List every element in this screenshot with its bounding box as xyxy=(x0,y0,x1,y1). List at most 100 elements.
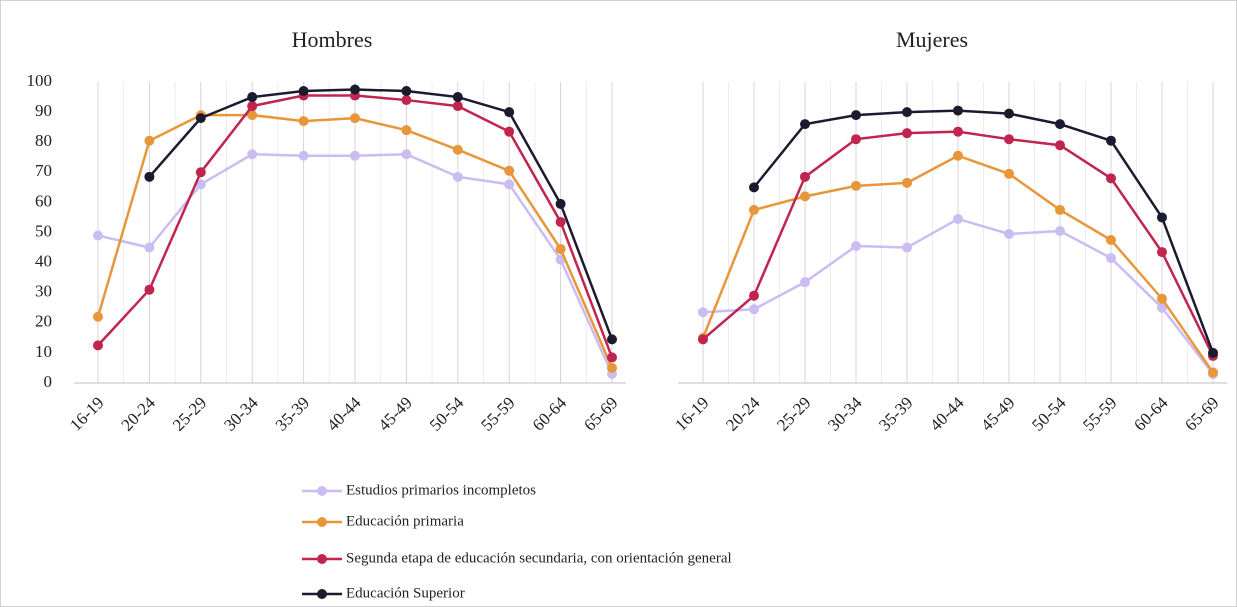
data-point xyxy=(247,92,258,103)
data-point xyxy=(1106,235,1116,246)
data-point xyxy=(555,216,566,227)
y-tick-label: 0 xyxy=(44,372,53,391)
data-point xyxy=(401,125,412,136)
data-point xyxy=(953,105,963,116)
data-point xyxy=(350,113,360,124)
y-tick-label: 20 xyxy=(35,312,52,331)
data-point xyxy=(452,171,463,182)
data-point xyxy=(851,134,861,145)
data-point xyxy=(555,198,566,209)
data-point xyxy=(1106,253,1116,264)
y-tick-label: 90 xyxy=(35,101,52,120)
data-point xyxy=(298,116,309,127)
y-tick-label: 70 xyxy=(35,161,52,180)
legend-marker xyxy=(317,486,327,496)
data-point xyxy=(350,150,360,161)
data-point xyxy=(902,242,912,253)
data-point xyxy=(902,177,912,188)
data-point xyxy=(144,171,155,182)
legend: Estudios primarios incompletos Educación … xyxy=(302,482,732,601)
data-point xyxy=(1157,212,1167,223)
data-point xyxy=(749,182,759,193)
data-point xyxy=(1208,367,1218,378)
legend-marker xyxy=(317,589,327,599)
data-point xyxy=(195,167,206,178)
data-point xyxy=(953,150,963,161)
y-tick-label: 80 xyxy=(35,131,52,150)
data-point xyxy=(504,179,515,190)
y-tick-label: 30 xyxy=(35,282,52,301)
legend-label: Segunda etapa de educación secundaria, c… xyxy=(346,550,732,566)
series-line xyxy=(148,88,614,340)
data-point xyxy=(504,126,515,137)
data-point xyxy=(452,101,463,112)
data-point xyxy=(1004,168,1014,179)
data-point xyxy=(195,113,206,124)
data-point xyxy=(401,95,412,106)
data-point xyxy=(1208,347,1218,358)
data-point xyxy=(698,334,708,345)
y-tick-label: 50 xyxy=(35,221,52,240)
data-point xyxy=(749,304,759,315)
data-point xyxy=(504,107,515,118)
data-point xyxy=(144,284,155,295)
data-point xyxy=(1157,302,1167,313)
legend-marker xyxy=(317,554,327,564)
legend-marker xyxy=(317,517,327,527)
data-point xyxy=(195,179,206,190)
data-point xyxy=(749,290,759,301)
data-point xyxy=(607,352,617,363)
data-point xyxy=(1106,135,1116,146)
data-point xyxy=(698,307,708,318)
data-point xyxy=(1055,119,1065,130)
data-point xyxy=(1157,247,1167,258)
data-point xyxy=(452,144,463,155)
y-tick-label: 60 xyxy=(35,191,52,210)
data-point xyxy=(851,241,861,252)
data-point xyxy=(800,119,810,130)
data-point xyxy=(1157,293,1167,304)
data-point xyxy=(247,110,258,121)
data-point xyxy=(851,110,861,121)
data-point xyxy=(452,92,463,103)
data-point xyxy=(401,86,412,97)
data-point xyxy=(247,101,258,112)
data-point xyxy=(144,135,155,146)
data-point xyxy=(1106,173,1116,184)
data-point xyxy=(607,362,617,373)
data-point xyxy=(1004,229,1014,240)
data-point xyxy=(298,86,309,97)
data-point xyxy=(1055,225,1065,236)
data-point xyxy=(1055,140,1065,151)
data-point xyxy=(350,84,360,95)
data-point xyxy=(93,340,103,351)
data-point xyxy=(953,126,963,137)
chart-title: Hombres xyxy=(292,27,373,52)
y-tick-label: 40 xyxy=(35,252,52,271)
legend-label: Estudios primarios incompletos xyxy=(346,482,536,498)
data-point xyxy=(607,334,617,345)
data-point xyxy=(93,230,103,241)
data-point xyxy=(800,277,810,288)
data-point xyxy=(1055,204,1065,215)
data-point xyxy=(902,128,912,139)
legend-label: Educación Superior xyxy=(346,585,465,601)
data-point xyxy=(504,165,515,176)
data-point xyxy=(401,149,412,160)
data-point xyxy=(298,150,309,161)
y-tick-label: 100 xyxy=(27,71,53,90)
data-point xyxy=(1004,108,1014,119)
series-line xyxy=(753,109,1215,354)
data-point xyxy=(1004,134,1014,145)
legend-label: Educación primaria xyxy=(346,513,464,529)
data-point xyxy=(93,311,103,322)
data-point xyxy=(749,204,759,215)
data-point xyxy=(953,213,963,224)
data-point xyxy=(555,244,566,255)
data-point xyxy=(247,149,258,160)
chart-title: Mujeres xyxy=(896,27,968,52)
data-point xyxy=(851,180,861,191)
y-tick-label: 10 xyxy=(35,342,52,361)
